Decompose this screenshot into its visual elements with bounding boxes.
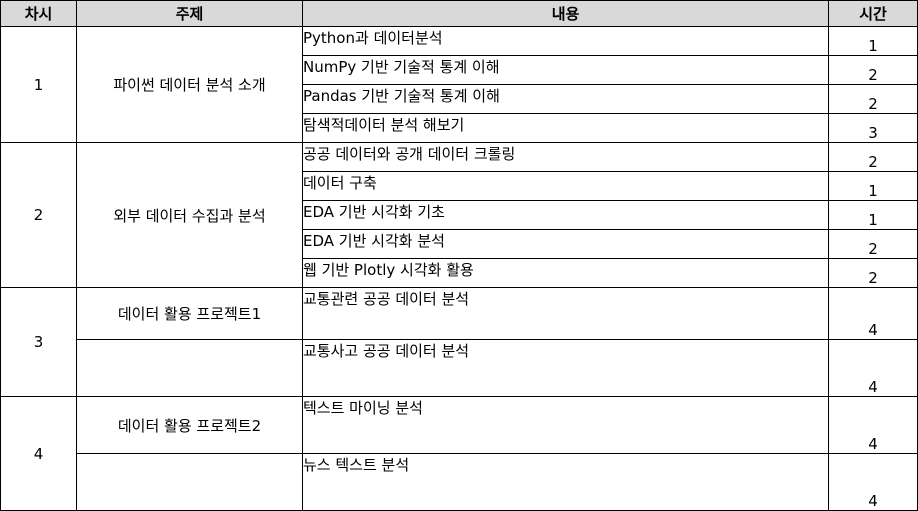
topic-cell: 데이터 활용 프로젝트1 — [76, 287, 303, 340]
content-cell: Python과 데이터분석 — [302, 26, 829, 56]
table-row: 뉴스 텍스트 분석 4 — [1, 453, 918, 511]
topic-cell: 파이썬 데이터 분석 소개 — [76, 26, 303, 143]
content-cell: 공공 데이터와 공개 데이터 크롤링 — [302, 142, 829, 172]
table-row: EDA 기반 시각화 기초 1 — [1, 200, 918, 230]
table-row: 4 데이터 활용 프로젝트2 텍스트 마이닝 분석 4 — [0, 396, 918, 511]
hours-cell: 4 — [828, 339, 918, 397]
table-row: Pandas 기반 기술적 통계 이해 2 — [1, 84, 918, 114]
round-cell: 1 — [0, 26, 77, 143]
topic-cell: 데이터 활용 프로젝트2 — [76, 396, 303, 454]
content-cell: 교통관련 공공 데이터 분석 — [302, 287, 829, 340]
hours-cell: 2 — [828, 55, 918, 85]
round-cell: 3 — [0, 287, 77, 397]
content-cell: 교통사고 공공 데이터 분석 — [302, 339, 829, 397]
hours-cell: 2 — [828, 258, 918, 288]
content-cell: 탐색적데이터 분석 해보기 — [302, 113, 829, 143]
content-cell: Pandas 기반 기술적 통계 이해 — [302, 84, 829, 114]
content-cell: 뉴스 텍스트 분석 — [302, 453, 829, 511]
content-cell: 웹 기반 Plotly 시각화 활용 — [302, 258, 829, 288]
hours-cell: 1 — [828, 200, 918, 230]
content-cell: 텍스트 마이닝 분석 — [302, 396, 829, 454]
content-cell: EDA 기반 시각화 기초 — [302, 200, 829, 230]
round-cell: 2 — [0, 142, 77, 288]
hours-cell: 4 — [828, 287, 918, 340]
topic-cell — [76, 453, 303, 511]
table-row: 2 외부 데이터 수집과 분석 공공 데이터와 공개 데이터 크롤링 2 — [0, 142, 918, 288]
hours-cell: 1 — [828, 26, 918, 56]
hours-cell: 4 — [828, 453, 918, 511]
table-row: NumPy 기반 기술적 통계 이해 2 — [1, 55, 918, 85]
header-content: 내용 — [302, 0, 829, 27]
topic-cell: 외부 데이터 수집과 분석 — [76, 142, 303, 288]
header-row: 차시 주제 내용 시간 — [0, 0, 918, 27]
hours-cell: 2 — [828, 229, 918, 259]
hours-cell: 4 — [828, 396, 918, 454]
hours-cell: 1 — [828, 171, 918, 201]
table-row: 교통사고 공공 데이터 분석 4 — [1, 339, 918, 397]
header-topic: 주제 — [76, 0, 303, 27]
topic-cell — [76, 339, 303, 397]
content-cell: EDA 기반 시각화 분석 — [302, 229, 829, 259]
table-row: 1 파이썬 데이터 분석 소개 Python과 데이터분석 1 — [0, 26, 918, 143]
table-row: 탐색적데이터 분석 해보기 3 — [1, 113, 918, 143]
table-row: 3 데이터 활용 프로젝트1 교통관련 공공 데이터 분석 4 — [0, 287, 918, 397]
header-round: 차시 — [0, 0, 77, 27]
round-cell: 4 — [0, 396, 77, 511]
header-hours: 시간 — [828, 0, 918, 27]
content-cell: 데이터 구축 — [302, 171, 829, 201]
content-cell: NumPy 기반 기술적 통계 이해 — [302, 55, 829, 85]
hours-cell: 3 — [828, 113, 918, 143]
hours-cell: 2 — [828, 84, 918, 114]
hours-cell: 2 — [828, 142, 918, 172]
